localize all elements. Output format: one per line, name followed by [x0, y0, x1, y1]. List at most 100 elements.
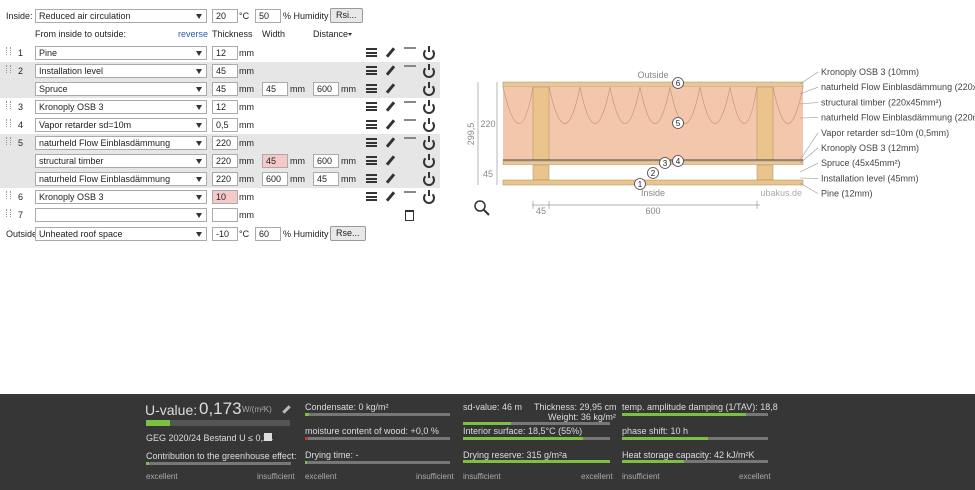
humidity-input[interactable]: 60 — [255, 227, 281, 241]
leader-line — [799, 147, 819, 164]
add-icon[interactable] — [404, 101, 416, 109]
layer-number: 5 — [18, 138, 24, 148]
material-select[interactable] — [35, 208, 207, 222]
legend-label: Installation level (45mm) — [821, 173, 919, 183]
rating-bar — [463, 422, 610, 425]
menu-icon[interactable] — [366, 48, 377, 57]
thickness-input[interactable]: 45 — [212, 82, 238, 96]
legend-label: naturheld Flow Einblasdämmung (220x600mm… — [821, 82, 975, 92]
unit: mm — [239, 174, 254, 184]
material-select[interactable]: structural timber — [35, 154, 207, 168]
add-icon[interactable] — [404, 191, 416, 199]
toggle-icon[interactable] — [423, 46, 435, 60]
marker-circle — [672, 77, 684, 89]
humidity-input[interactable]: 50 — [255, 9, 281, 23]
zoom-icon[interactable] — [474, 200, 486, 212]
thickness-input[interactable]: 220 — [212, 172, 238, 186]
unit: mm — [239, 192, 254, 202]
add-icon[interactable] — [404, 137, 416, 145]
leader-line — [799, 182, 819, 194]
material-select[interactable]: naturheld Flow Einblasdämmung — [35, 172, 207, 186]
zoom-icon[interactable] — [483, 209, 490, 216]
rating-bar — [622, 437, 768, 440]
reverse-link[interactable]: reverse — [178, 29, 209, 39]
climate-select[interactable]: Unheated roof space — [35, 227, 207, 241]
result: Heat storage capacity: 42 kJ/m²K — [622, 450, 755, 460]
add-icon[interactable] — [404, 47, 416, 55]
thickness-input[interactable]: 0,5 — [212, 118, 238, 132]
menu-icon[interactable] — [366, 138, 377, 147]
button[interactable]: Rsi... — [330, 8, 363, 23]
rating-bar — [622, 460, 768, 463]
width-input[interactable]: 600 — [262, 172, 288, 186]
menu-icon[interactable] — [366, 192, 377, 201]
add-icon[interactable] — [404, 119, 416, 127]
toggle-icon[interactable] — [423, 190, 435, 204]
material-select[interactable]: Kronoply OSB 3 — [35, 190, 207, 204]
delete-icon[interactable] — [405, 210, 414, 221]
temperature-input[interactable]: 20 — [212, 9, 238, 23]
material-select[interactable]: Vapor retarder sd=10m — [35, 118, 207, 132]
rating-bar — [146, 462, 291, 465]
toggle-icon[interactable] — [423, 172, 435, 186]
standard-select[interactable]: GEG 2020/24 Bestand U ≤ 0,24 — [146, 433, 274, 443]
thickness-input[interactable]: 10 — [212, 190, 238, 204]
menu-icon[interactable] — [366, 174, 377, 183]
drag-handle — [6, 209, 11, 217]
toggle-icon[interactable] — [423, 118, 435, 132]
scale-label: excellent — [739, 472, 771, 481]
menu-icon[interactable] — [366, 156, 377, 165]
material-select[interactable]: naturheld Flow Einblasdämmung — [35, 136, 207, 150]
column-header: From inside to outside: — [35, 29, 127, 39]
material-select[interactable]: Pine — [35, 46, 207, 60]
leader-line — [799, 86, 819, 95]
thickness-input[interactable]: 220 — [212, 136, 238, 150]
marker-circle — [672, 117, 684, 129]
button[interactable]: Rse... — [330, 226, 366, 241]
dropdown-icon[interactable] — [264, 433, 272, 441]
legend-label: Kronoply OSB 3 (10mm) — [821, 67, 919, 77]
material-select[interactable]: Installation level — [35, 64, 207, 78]
unit: mm — [239, 66, 254, 76]
material-select[interactable]: Spruce — [35, 82, 207, 96]
toggle-icon[interactable] — [423, 100, 435, 114]
width-input[interactable]: 45 — [262, 82, 288, 96]
leader-line — [799, 71, 819, 85]
menu-icon[interactable] — [366, 84, 377, 93]
thickness-input[interactable]: 12 — [212, 46, 238, 60]
column-header: Width — [262, 29, 286, 39]
distance-input[interactable]: 600 — [313, 154, 339, 168]
thickness-input[interactable]: 45 — [212, 64, 238, 78]
layer-number: 7 — [18, 210, 24, 220]
toggle-icon[interactable] — [423, 136, 435, 150]
menu-icon[interactable] — [366, 102, 377, 111]
legend-label: Spruce (45x45mm²) — [821, 158, 901, 168]
pine — [502, 179, 804, 186]
thickness-input[interactable] — [212, 208, 238, 222]
rating-bar — [305, 461, 450, 464]
toggle-icon[interactable] — [423, 82, 435, 96]
marker-circle — [672, 155, 684, 167]
result: Weight: 36 kg/m² — [548, 412, 616, 422]
toggle-icon[interactable] — [423, 64, 435, 78]
column-header: Thickness — [212, 29, 253, 39]
menu-icon[interactable] — [366, 120, 377, 129]
distance-input[interactable]: 45 — [313, 172, 339, 186]
distance-input[interactable]: 600 — [313, 82, 339, 96]
rating-bar — [305, 413, 450, 416]
add-icon[interactable] — [404, 65, 416, 73]
menu-icon[interactable] — [366, 66, 377, 75]
thickness-input[interactable]: 12 — [212, 100, 238, 114]
thickness-input[interactable]: 220 — [212, 154, 238, 168]
unit: mm — [239, 156, 254, 166]
width-input[interactable]: 45 — [262, 154, 288, 168]
rating-bar — [305, 437, 450, 440]
material-select[interactable]: Kronoply OSB 3 — [35, 100, 207, 114]
toggle-icon[interactable] — [423, 154, 435, 168]
column-header[interactable]: Distance — [313, 29, 349, 39]
climate-select[interactable]: Reduced air circulation — [35, 9, 207, 23]
drag-handle — [6, 137, 11, 145]
stud — [532, 86, 550, 161]
temperature-input[interactable]: -10 — [212, 227, 238, 241]
